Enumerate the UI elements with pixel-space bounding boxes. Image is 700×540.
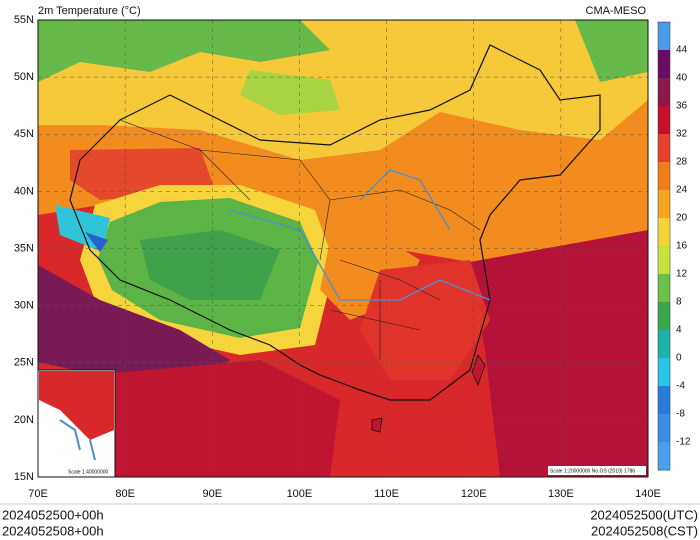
lon-label: 100E <box>287 488 313 500</box>
colorbar-label: 8 <box>676 297 682 308</box>
scale-note: Scale 1:20000000 No.GS (2019) 1786 <box>550 468 635 474</box>
river <box>229 169 491 301</box>
colorbar-label: -12 <box>676 437 691 448</box>
colorbar-segment <box>658 414 670 443</box>
colorbar-label: -4 <box>676 381 685 392</box>
field-south-china <box>360 260 490 380</box>
inset-scale: Scale 1:40000000 <box>68 469 109 475</box>
inset-map: Scale 1:40000000 <box>37 369 116 478</box>
colorbar-segment <box>658 22 670 51</box>
colorbar-label: 28 <box>676 157 688 168</box>
lat-label: 40N <box>14 185 34 197</box>
lat-label: 30N <box>14 300 34 312</box>
colorbar-label: 16 <box>676 241 688 252</box>
field-cold <box>85 232 108 252</box>
footer-right: 2024052508(CST) <box>591 523 698 538</box>
colorbar-label: 20 <box>676 213 688 224</box>
lat-label: 20N <box>14 414 34 426</box>
footer-right: 2024052500(UTC) <box>590 507 698 522</box>
field-cool <box>240 70 340 115</box>
colorbar-segment <box>658 134 670 163</box>
field-cool <box>38 20 330 82</box>
lon-label: 70E <box>28 488 48 500</box>
country-border <box>69 44 601 401</box>
source: CMA-MESO <box>586 5 647 17</box>
colorbar-label: 0 <box>676 353 682 364</box>
lon-label: 80E <box>115 488 135 500</box>
colorbar-segment <box>658 218 670 247</box>
field-cool <box>575 20 648 82</box>
colorbar-label: 40 <box>676 73 688 84</box>
axis-labels: 55N 50N 45N 40N 35N 30N 25N 20N 15N 70E 80E 90E 100E… <box>14 14 661 500</box>
lon-label: 120E <box>461 488 487 500</box>
colorbar-label: 44 <box>676 45 688 56</box>
colorbar-segment <box>658 106 670 135</box>
colorbar-label: 12 <box>676 269 688 280</box>
province-border <box>119 119 481 360</box>
colorbar-label: -8 <box>676 409 685 420</box>
lat-label: 55N <box>14 14 34 26</box>
colorbar-segment <box>658 78 670 107</box>
inset-field <box>39 371 114 440</box>
colorbar-frame <box>657 21 671 471</box>
scale-box <box>548 466 646 475</box>
lat-label: 15N <box>14 471 34 483</box>
colorbar-label: 36 <box>676 101 688 112</box>
colorbar-label: 32 <box>676 129 688 140</box>
colorbar-segment <box>658 50 670 79</box>
field-plateau <box>140 230 280 300</box>
colorbar-label: 24 <box>676 185 688 196</box>
colorbar-segment <box>658 302 670 331</box>
colorbar-segment <box>658 358 670 387</box>
lat-label: 45N <box>14 128 34 140</box>
colorbar-segment <box>658 162 670 191</box>
lon-label: 90E <box>202 488 222 500</box>
colorbar-segment <box>658 386 670 415</box>
lon-label: 130E <box>548 488 574 500</box>
field-ocean <box>470 230 648 477</box>
colorbar-segment <box>658 190 670 219</box>
lat-label: 25N <box>14 357 34 369</box>
colorbar-segment <box>658 274 670 303</box>
footer-left: 2024052500+00h <box>2 507 104 522</box>
footer-left: 2024052508+00h <box>2 523 104 538</box>
lat-label: 50N <box>14 71 34 83</box>
map-frame <box>37 19 649 478</box>
colorbar-segment <box>658 330 670 359</box>
colorbar-label: 4 <box>676 325 682 336</box>
title: 2m Temperature (°C) <box>38 5 141 17</box>
island <box>371 354 486 433</box>
graticule <box>38 20 648 477</box>
inset-islands <box>59 419 96 461</box>
colorbar-segment <box>658 246 670 275</box>
lon-label: 140E <box>635 488 661 500</box>
lat-label: 35N <box>14 242 34 254</box>
lon-label: 110E <box>374 488 399 500</box>
field-hot <box>38 265 230 385</box>
boundaries <box>69 44 601 433</box>
colorbar-segment <box>658 442 670 471</box>
